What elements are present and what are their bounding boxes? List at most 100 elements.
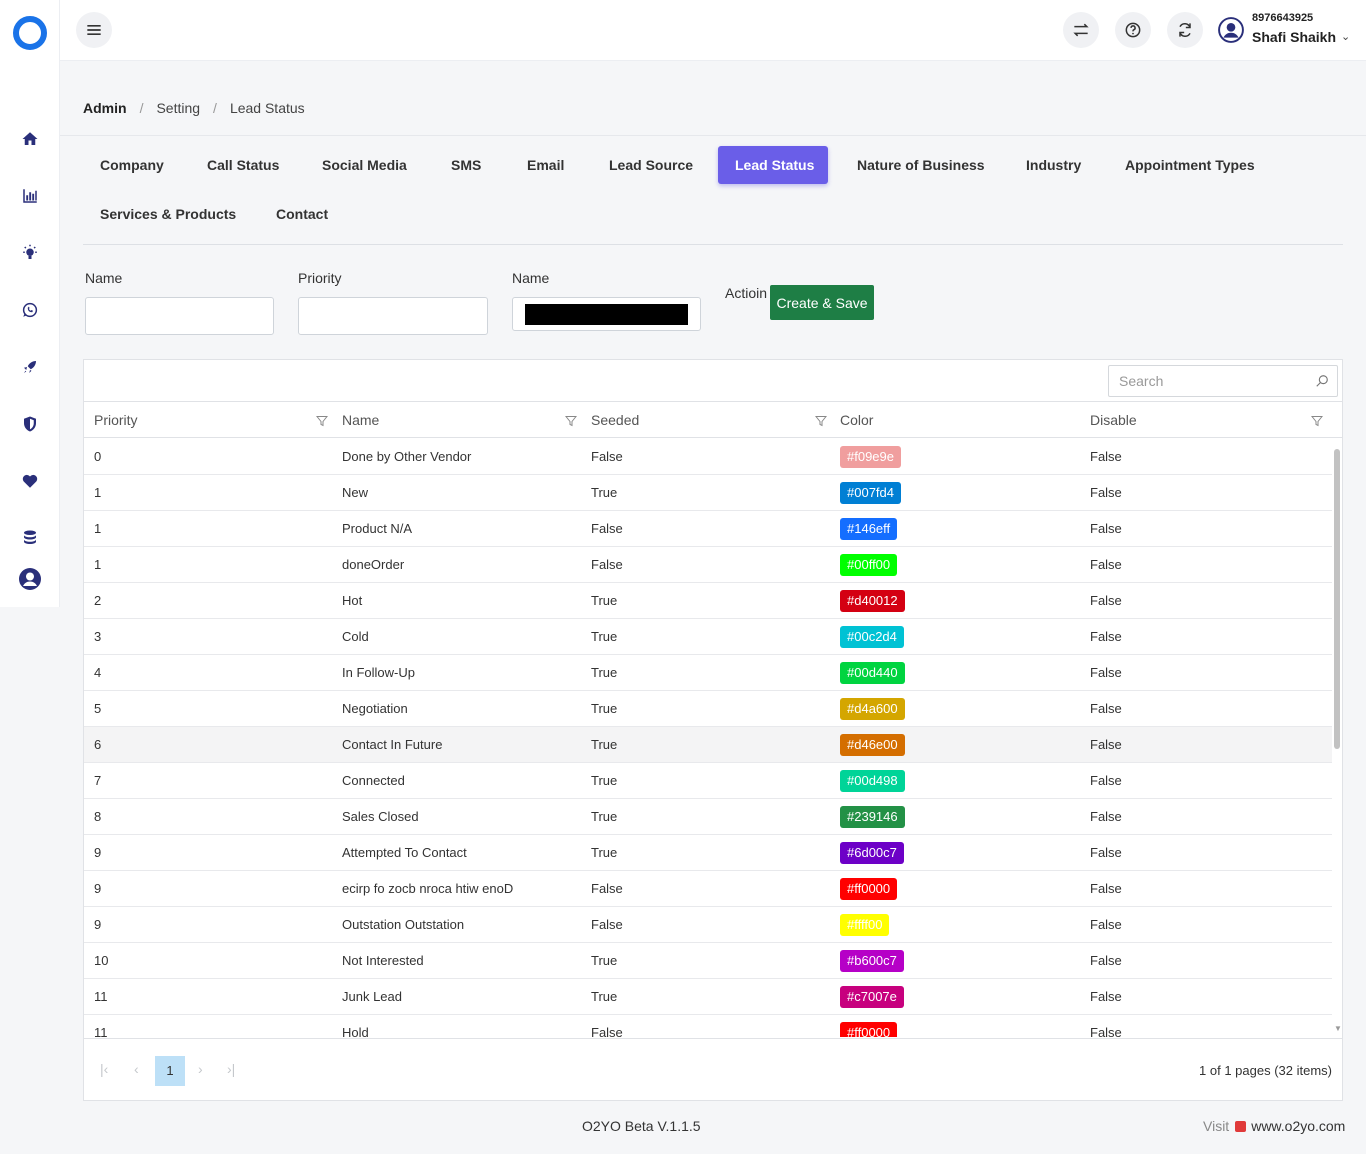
- pager-info: 1 of 1 pages (32 items): [1199, 1063, 1332, 1078]
- table-row[interactable]: 3 Cold True False #00c2d4: [84, 619, 1332, 655]
- menu-toggle-button[interactable]: [76, 12, 112, 48]
- help-button[interactable]: [1115, 12, 1151, 48]
- cell-disable: False: [1090, 701, 1122, 716]
- tab-email[interactable]: Email: [527, 157, 565, 173]
- color-badge: #00c2d4: [840, 626, 904, 648]
- whatsapp-icon[interactable]: [18, 298, 42, 322]
- table-row[interactable]: 4 In Follow-Up True False #00d440: [84, 655, 1332, 691]
- cell-disable: False: [1090, 917, 1122, 932]
- table-row[interactable]: 0 Done by Other Vendor False False #f09e9e: [84, 439, 1332, 475]
- color-badge: #b600c7: [840, 950, 904, 972]
- table-row[interactable]: 6 Contact In Future True False #d46e00: [84, 727, 1332, 763]
- cell-priority: 9: [94, 917, 102, 932]
- tab-company[interactable]: Company: [100, 157, 164, 173]
- cell-name: Outstation Outstation: [342, 917, 465, 932]
- heart-icon[interactable]: [18, 469, 42, 493]
- user-circle-icon[interactable]: [18, 567, 42, 591]
- column-header-color[interactable]: Color: [840, 412, 874, 428]
- user-menu[interactable]: 8976643925 Shafi Shaikh ⌄: [1218, 10, 1358, 50]
- bar-chart-icon[interactable]: [18, 184, 42, 208]
- app-logo[interactable]: [13, 16, 47, 50]
- color-label: Name: [512, 270, 550, 286]
- cell-name: Hold: [342, 1025, 369, 1037]
- column-header-priority[interactable]: Priority: [94, 412, 138, 428]
- cell-disable: False: [1090, 665, 1122, 680]
- color-badge: #146eff: [840, 518, 898, 540]
- table-row[interactable]: 2 Hot True False #d40012: [84, 583, 1332, 619]
- grid-header-row: Priority Name Seeded Color Disable: [84, 401, 1342, 438]
- table-row[interactable]: 1 New True False #007fd4: [84, 475, 1332, 511]
- next-page-button[interactable]: ›: [198, 1061, 203, 1077]
- last-page-button[interactable]: ›|: [227, 1061, 236, 1077]
- filter-icon[interactable]: [565, 415, 577, 427]
- scroll-down-arrow[interactable]: ▼: [1334, 1024, 1342, 1033]
- switch-button[interactable]: [1063, 12, 1099, 48]
- color-badge: #d46e00: [840, 734, 905, 756]
- column-header-disable[interactable]: Disable: [1090, 412, 1137, 428]
- breadcrumb: Admin / Setting / Lead Status: [83, 100, 305, 116]
- cell-disable: False: [1090, 737, 1122, 752]
- first-page-button[interactable]: |‹: [100, 1061, 109, 1077]
- cell-seeded: True: [591, 953, 618, 968]
- home-icon[interactable]: [18, 127, 42, 151]
- tab-nature-of-business[interactable]: Nature of Business: [857, 157, 985, 173]
- cell-disable: False: [1090, 773, 1122, 788]
- table-row[interactable]: 9 Attempted To Contact True False #6d00c7: [84, 835, 1332, 871]
- shield-icon[interactable]: [18, 412, 42, 436]
- table-row[interactable]: 11 Junk Lead True False #c7007e: [84, 979, 1332, 1015]
- cell-priority: 9: [94, 881, 102, 896]
- scrollbar-thumb[interactable]: [1334, 449, 1340, 749]
- filter-icon[interactable]: [1311, 415, 1323, 427]
- lead-status-grid: Priority Name Seeded Color Disable 0 Done…: [83, 359, 1343, 1101]
- tab-social-media[interactable]: Social Media: [322, 157, 407, 173]
- top-header: 8976643925 Shafi Shaikh ⌄: [60, 0, 1366, 61]
- table-row[interactable]: 8 Sales Closed True False #239146: [84, 799, 1332, 835]
- table-row[interactable]: 7 Connected True False #00d498: [84, 763, 1332, 799]
- tab-lead-source[interactable]: Lead Source: [609, 157, 694, 173]
- page-1-button[interactable]: 1: [155, 1056, 185, 1086]
- search-input[interactable]: [1109, 366, 1337, 396]
- cell-disable: False: [1090, 557, 1122, 572]
- rocket-icon[interactable]: [18, 355, 42, 379]
- cell-seeded: True: [591, 701, 618, 716]
- priority-input[interactable]: [298, 297, 488, 335]
- tab-services-products[interactable]: Services & Products: [100, 206, 237, 222]
- user-avatar-icon: [1218, 17, 1244, 43]
- table-row[interactable]: 1 doneOrder False False #00ff00: [84, 547, 1332, 583]
- table-row[interactable]: 9 Outstation Outstation False False #ffff00: [84, 907, 1332, 943]
- tab-appointment-types[interactable]: Appointment Types: [1125, 157, 1255, 173]
- refresh-button[interactable]: [1167, 12, 1203, 48]
- table-row[interactable]: 5 Negotiation True False #d4a600: [84, 691, 1332, 727]
- breadcrumb-admin[interactable]: Admin: [83, 100, 127, 116]
- cell-seeded: True: [591, 485, 618, 500]
- column-header-seeded[interactable]: Seeded: [591, 412, 640, 428]
- database-icon[interactable]: [18, 526, 42, 550]
- table-row[interactable]: 9 ecirp fo zocb nroca htiw enoD False False…: [84, 871, 1332, 907]
- tab-sms[interactable]: SMS: [451, 157, 482, 173]
- grid-search[interactable]: [1108, 365, 1338, 397]
- cell-priority: 6: [94, 737, 102, 752]
- cell-seeded: True: [591, 809, 618, 824]
- tab-call-status[interactable]: Call Status: [207, 157, 280, 173]
- cell-name: Contact In Future: [342, 737, 443, 752]
- filter-icon[interactable]: [316, 415, 328, 427]
- bulb-icon[interactable]: [18, 241, 42, 265]
- cell-name: doneOrder: [342, 557, 405, 572]
- cell-disable: False: [1090, 989, 1122, 1004]
- tab-industry[interactable]: Industry: [1026, 157, 1082, 173]
- cell-priority: 1: [94, 557, 102, 572]
- table-row[interactable]: 11 Hold False False #ff0000: [84, 1015, 1332, 1037]
- color-badge: #ffff00: [840, 914, 890, 936]
- tab-contact[interactable]: Contact: [276, 206, 329, 222]
- breadcrumb-setting[interactable]: Setting: [156, 100, 201, 116]
- tab-lead-status[interactable]: Lead Status: [718, 146, 828, 184]
- cell-name: ecirp fo zocb nroca htiw enoD: [342, 881, 514, 896]
- table-row[interactable]: 1 Product N/A False False #146eff: [84, 511, 1332, 547]
- filter-icon[interactable]: [815, 415, 827, 427]
- prev-page-button[interactable]: ‹: [134, 1061, 139, 1077]
- name-input[interactable]: [85, 297, 274, 335]
- create-save-button[interactable]: Create & Save: [770, 285, 874, 320]
- column-header-name[interactable]: Name: [342, 412, 380, 428]
- table-row[interactable]: 10 Not Interested True False #b600c7: [84, 943, 1332, 979]
- website-link[interactable]: www.o2yo.com: [1251, 1118, 1346, 1134]
